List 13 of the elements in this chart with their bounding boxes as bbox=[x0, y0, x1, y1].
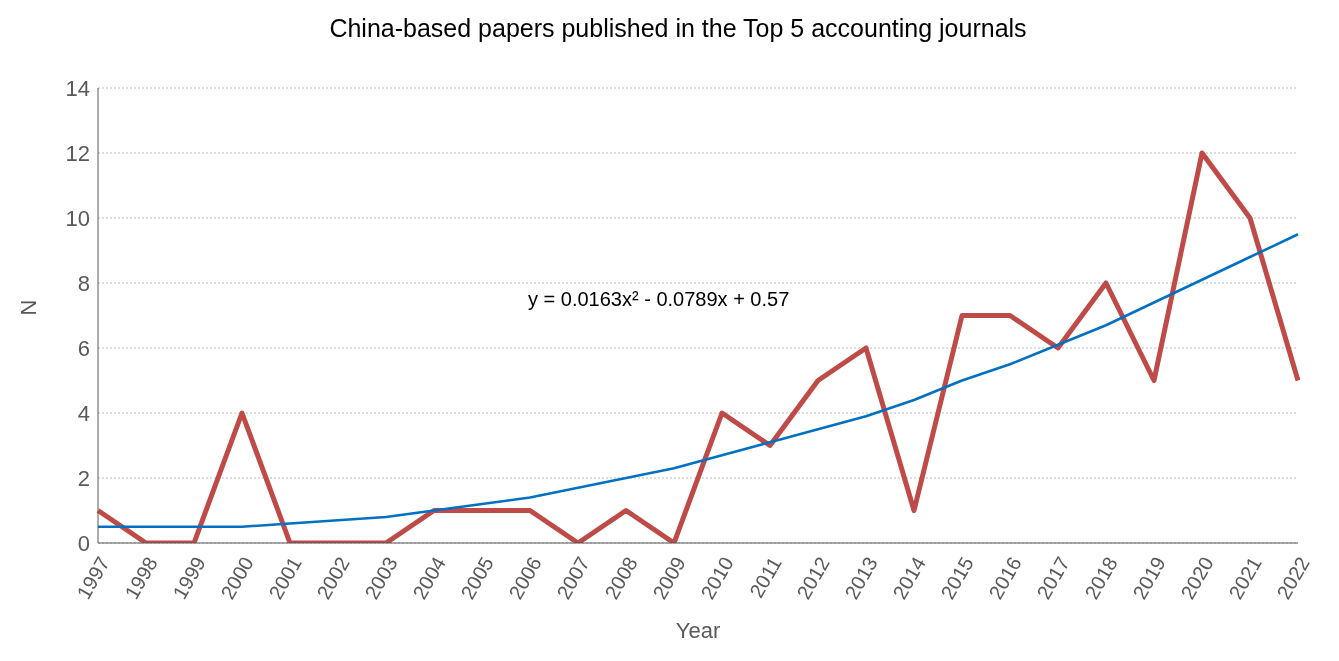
line-series bbox=[96, 233, 1300, 528]
y-tick-label: 10 bbox=[65, 205, 90, 231]
y-tick-label: 8 bbox=[77, 270, 90, 296]
annotation: y = 0.0163x² - 0.0789x + 0.57 bbox=[528, 288, 790, 311]
chart-title: China-based papers published in the Top 5 accounting journals bbox=[328, 14, 1028, 43]
y-tick-label: 4 bbox=[77, 400, 90, 426]
x-axis-title: Year bbox=[675, 618, 721, 643]
y-axis-title: N bbox=[15, 299, 41, 316]
y-tick-label: 12 bbox=[65, 140, 90, 166]
y-tick-label: 14 bbox=[65, 75, 90, 101]
y-tick-label: 2 bbox=[77, 465, 90, 491]
y-tick-label: 0 bbox=[77, 530, 90, 556]
y-tick-label: 6 bbox=[77, 335, 90, 361]
